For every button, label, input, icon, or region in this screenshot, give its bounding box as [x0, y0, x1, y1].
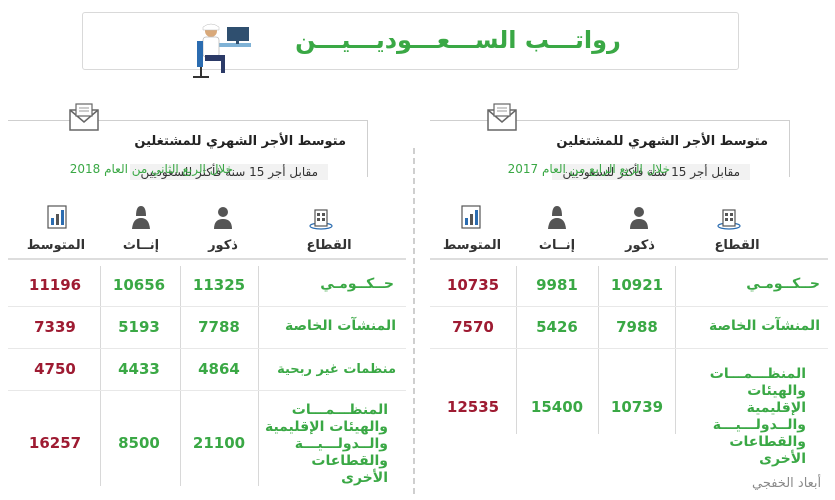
document-chart-icon [461, 205, 481, 229]
page-title: رواتـــب الســـعـــوديـــيـــن [295, 26, 621, 54]
panel-subtitle: مقابل أجر 15 سنة فأكثر للسعوديين [130, 164, 328, 180]
title-banner: رواتـــب الســـعـــوديـــيـــن [82, 12, 739, 78]
average-value: 16257 [28, 434, 82, 452]
panel-period: خلال الربع الثاني من العام 2018 [69, 162, 233, 176]
sector-label: حــكــومـي [320, 276, 394, 292]
sector-label: المنشآت الخاصة [708, 318, 820, 334]
column-separator [258, 266, 259, 486]
average-value: 7339 [34, 318, 76, 336]
building-icon [309, 209, 333, 230]
average-value: 4750 [34, 360, 76, 378]
female-value: 15400 [530, 398, 584, 416]
col-head-female: إنــاث [122, 238, 160, 253]
woman-icon [548, 206, 566, 229]
row-separator [8, 390, 406, 391]
woman-icon [132, 206, 150, 229]
female-value: 9981 [536, 276, 578, 294]
male-value: 21100 [192, 434, 246, 452]
column-separator [598, 266, 599, 434]
column-separator [516, 266, 517, 434]
sector-label: المنشآت الخاصة [284, 318, 396, 334]
panel-title: متوسط الأجر الشهري للمشتغلين [134, 134, 346, 149]
col-head-male: ذكور [208, 238, 238, 253]
female-value: 8500 [118, 434, 160, 452]
panel-title: متوسط الأجر الشهري للمشتغلين [556, 134, 768, 149]
envelope-icon [69, 103, 99, 131]
col-head-sector: القطاع [306, 238, 352, 253]
source-watermark: أبعاد الخفجي [752, 476, 822, 491]
building-icon [717, 209, 741, 230]
panel-header: متوسط الأجر الشهري للمشتغلين مقابل أجر 1… [8, 120, 368, 180]
header-rule [430, 258, 828, 260]
column-separator [100, 266, 101, 486]
sector-label: المنظـــمـــات والهيئات الإقليمية والــد… [709, 366, 806, 467]
col-head-female: إنــاث [538, 238, 576, 253]
panel-header: متوسط الأجر الشهري للمشتغلين مقابل أجر 1… [430, 120, 790, 180]
panel-period: خلال الربع الرابع من العام 2017 [507, 162, 670, 176]
average-value: 11196 [28, 276, 82, 294]
column-separator [675, 266, 676, 434]
col-head-average: المتوسط [442, 238, 502, 253]
row-separator [8, 306, 406, 307]
male-value: 4864 [198, 360, 240, 378]
female-value: 5426 [536, 318, 578, 336]
panel-divider [413, 148, 415, 494]
row-separator [8, 348, 406, 349]
female-value: 4433 [118, 360, 160, 378]
male-value: 7988 [616, 318, 658, 336]
sector-label: حــكــومـي [746, 276, 820, 292]
row-separator [430, 348, 828, 349]
male-value: 10921 [610, 276, 664, 294]
man-icon [630, 207, 648, 229]
average-value: 10735 [446, 276, 500, 294]
sector-label: المنظـــمـــات والهيئات الإقليمية والــد… [264, 402, 388, 486]
male-value: 11325 [192, 276, 246, 294]
male-value: 10739 [610, 398, 664, 416]
sector-label: منظمات غير ربحية [277, 362, 396, 377]
man-icon [214, 207, 232, 229]
female-value: 5193 [118, 318, 160, 336]
panel-subtitle: مقابل أجر 15 سنة فأكثر للسعوديين [552, 164, 750, 180]
average-value: 7570 [452, 318, 494, 336]
male-value: 7788 [198, 318, 240, 336]
row-separator [430, 306, 828, 307]
column-separator [180, 266, 181, 486]
female-value: 10656 [112, 276, 166, 294]
col-head-male: ذكور [625, 238, 655, 253]
average-value: 12535 [446, 398, 500, 416]
envelope-icon [487, 103, 517, 131]
person-at-desk-icon [193, 23, 251, 78]
document-chart-icon [47, 205, 67, 229]
col-head-sector: القطاع [714, 238, 760, 253]
header-rule [8, 258, 406, 260]
col-head-average: المتوسط [26, 238, 86, 253]
panel-q2-2018: متوسط الأجر الشهري للمشتغلين مقابل أجر 1… [8, 96, 408, 496]
panel-q4-2017: متوسط الأجر الشهري للمشتغلين مقابل أجر 1… [430, 96, 830, 496]
